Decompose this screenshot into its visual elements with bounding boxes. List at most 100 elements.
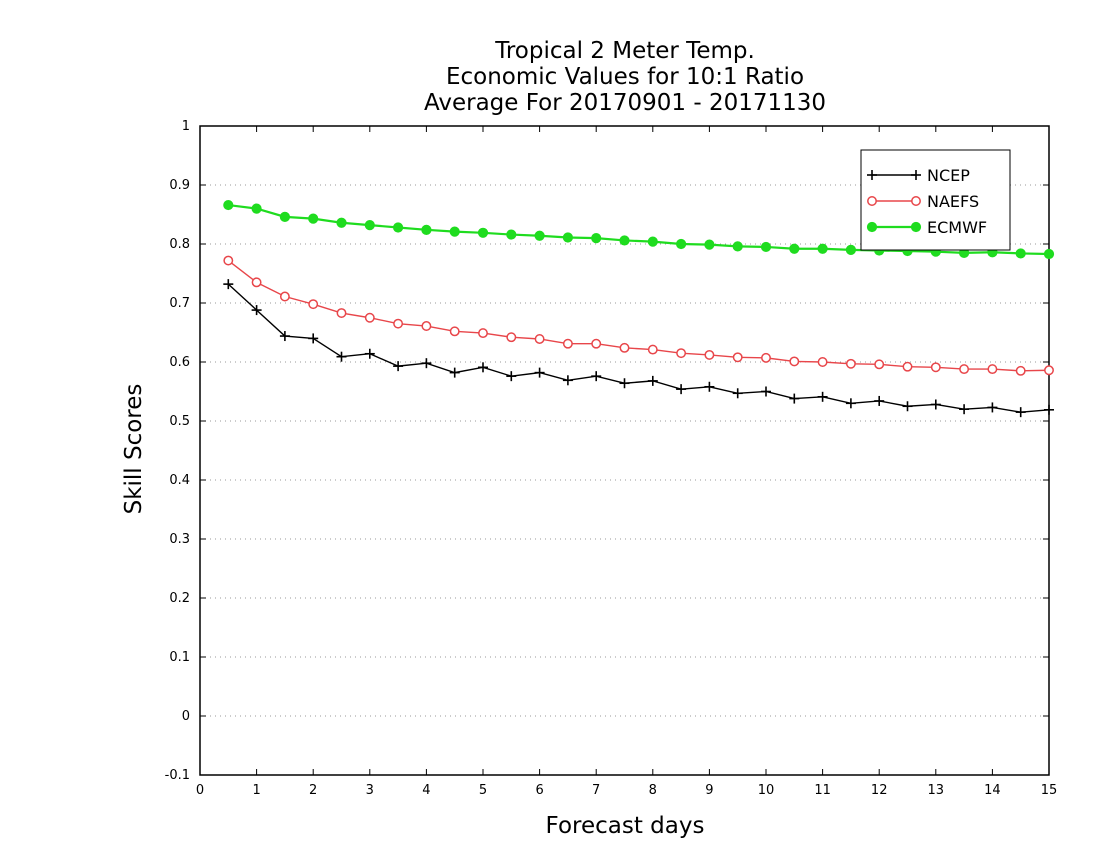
x-tick-label-12: 12	[871, 783, 888, 798]
y-tick-label-9: 0.8	[169, 237, 190, 252]
x-tick-label-0: 0	[196, 783, 204, 798]
point-ncep-14	[619, 378, 630, 389]
y-tick-label-10: 0.9	[169, 178, 190, 193]
point-naefs-13	[591, 338, 602, 349]
point-ecmwf-5	[364, 220, 375, 231]
point-ecmwf-28	[1015, 248, 1026, 259]
point-naefs-25	[930, 362, 941, 373]
point-naefs-9	[478, 328, 488, 339]
point-ncep-25	[930, 399, 941, 410]
point-ecmwf-19	[760, 241, 772, 253]
legend-box	[860, 149, 1011, 251]
point-ncep-0	[223, 279, 234, 290]
point-ecmwf-11	[534, 230, 545, 241]
legend-item-ncep: NCEP	[867, 166, 970, 185]
point-naefs-12	[562, 338, 573, 349]
point-naefs-27	[987, 364, 998, 375]
series-line-naefs	[227, 259, 1050, 372]
point-ecmwf-0	[223, 199, 234, 211]
point-naefs-15	[647, 344, 658, 355]
title-line-3: Average For 20170901 - 20171130	[424, 90, 826, 116]
point-naefs-26	[959, 364, 970, 375]
point-naefs-6	[393, 318, 404, 329]
point-naefs-29	[1044, 365, 1054, 376]
point-naefs-18	[732, 352, 743, 363]
x-tick-label-1: 1	[252, 783, 260, 798]
series-ncep	[223, 279, 1054, 418]
point-ecmwf-1	[251, 203, 262, 214]
point-ncep-21	[817, 391, 828, 402]
point-ecmwf-7	[421, 224, 432, 235]
gridlines	[200, 184, 1049, 717]
legend-label-ecmwf: ECMWF	[927, 218, 987, 237]
y-tick-label-4: 0.3	[169, 532, 190, 547]
point-ncep-8	[449, 367, 460, 378]
point-naefs-3	[308, 299, 319, 310]
legend: NCEP NAEFS ECMWF	[860, 149, 1011, 251]
point-ecmwf-16	[676, 238, 687, 250]
point-ecmwf-9	[477, 227, 489, 238]
point-ncep-5	[364, 348, 375, 359]
y-tick-label-7: 0.6	[169, 355, 190, 370]
point-ncep-15	[647, 375, 658, 386]
x-tick-label-13: 13	[928, 783, 945, 798]
point-ncep-11	[534, 367, 545, 378]
point-naefs-8	[449, 326, 460, 337]
point-ecmwf-18	[732, 241, 743, 252]
point-ncep-13	[591, 371, 602, 382]
point-naefs-17	[704, 349, 715, 360]
x-tick-label-10: 10	[758, 783, 775, 798]
title-line-1: Tropical 2 Meter Temp.	[494, 38, 755, 64]
x-tick-label-3: 3	[366, 783, 374, 798]
point-naefs-20	[789, 356, 800, 367]
x-tick-label-5: 5	[479, 783, 487, 798]
point-ncep-20	[789, 393, 800, 404]
point-ncep-27	[987, 402, 998, 413]
point-ecmwf-3	[308, 213, 319, 224]
legend-marker-end-naefs	[911, 196, 921, 206]
point-ncep-19	[761, 386, 771, 397]
point-naefs-23	[874, 359, 885, 370]
point-ncep-28	[1015, 407, 1026, 418]
y-tick-label-6: 0.5	[169, 414, 190, 429]
point-ncep-6	[393, 361, 404, 372]
y-tick-label-8: 0.7	[169, 296, 190, 311]
point-ecmwf-17	[704, 239, 715, 250]
point-naefs-14	[619, 342, 630, 353]
y-tick-label-11: 1	[182, 119, 190, 134]
point-ncep-10	[506, 371, 517, 382]
x-tick-label-9: 9	[705, 783, 713, 798]
point-ncep-26	[959, 404, 970, 415]
point-naefs-7	[421, 321, 432, 331]
x-tick-label-6: 6	[535, 783, 543, 798]
legend-marker-end-ecmwf	[910, 221, 922, 233]
x-tick-label-15: 15	[1041, 783, 1058, 798]
y-axis-label: Skill Scores	[121, 384, 147, 515]
series-naefs	[223, 255, 1054, 376]
point-naefs-2	[279, 291, 290, 302]
point-ncep-29	[1044, 404, 1054, 415]
point-naefs-21	[817, 357, 828, 367]
point-ecmwf-12	[562, 232, 574, 243]
point-naefs-0	[223, 255, 234, 266]
point-ecmwf-21	[817, 243, 828, 254]
y-axis-ticks: -0.1 0 0.1 0.2 0.3 0.4 0.5 0.6 0.7 0.8 0.9 1	[165, 119, 1049, 783]
point-ncep-16	[676, 384, 687, 395]
point-ecmwf-22	[845, 244, 857, 255]
point-naefs-16	[676, 348, 687, 359]
x-tick-label-8: 8	[649, 783, 657, 798]
legend-item-naefs: NAEFS	[867, 192, 979, 211]
y-tick-label-1: 0	[182, 709, 190, 724]
point-ncep-24	[902, 401, 913, 412]
point-ncep-12	[562, 375, 573, 386]
legend-label-ncep: NCEP	[927, 166, 970, 185]
legend-label-naefs: NAEFS	[927, 192, 979, 211]
point-ncep-23	[874, 395, 885, 406]
x-axis-ticks: 0 1 2 3 4 5 6 7 8 9 10 11 12 13 14 15	[196, 126, 1057, 798]
point-ncep-1	[251, 305, 262, 316]
point-ecmwf-20	[789, 243, 800, 254]
legend-marker-end-ncep	[911, 170, 921, 180]
point-ncep-9	[478, 362, 488, 373]
legend-item-ecmwf: ECMWF	[866, 218, 987, 237]
